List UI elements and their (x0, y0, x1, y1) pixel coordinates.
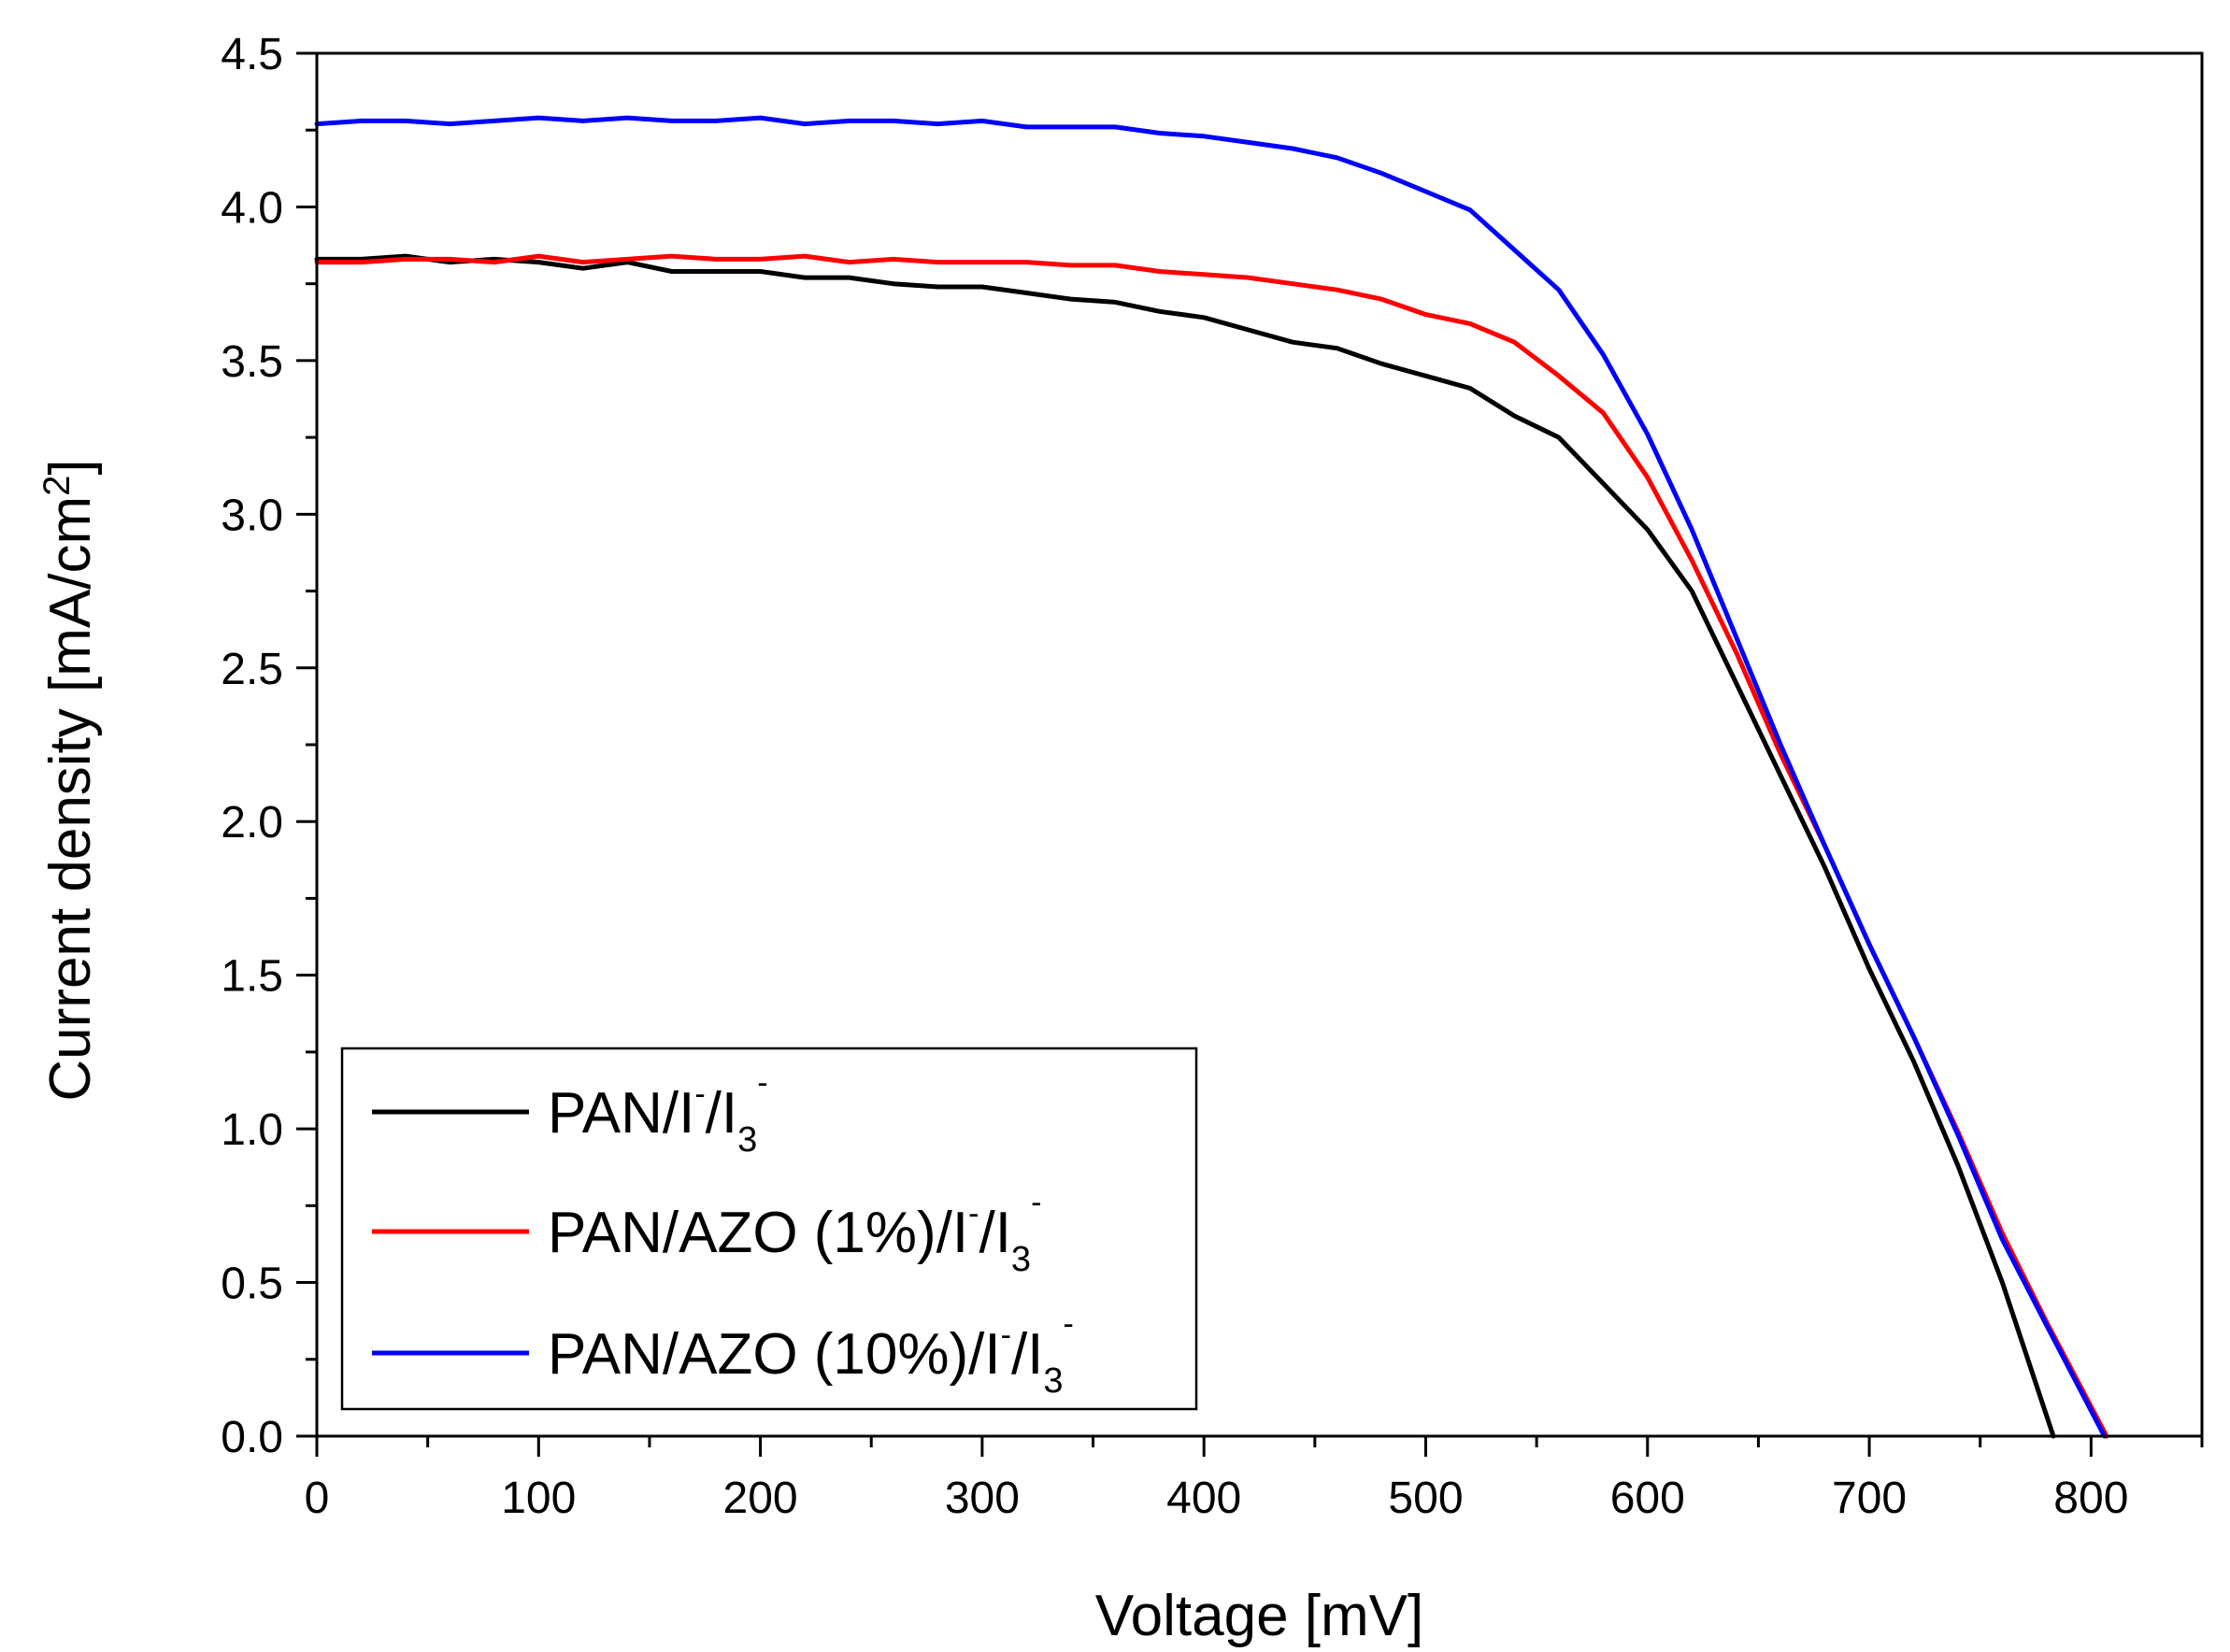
y-axis-title-superscript: 2 (36, 476, 78, 496)
x-tick-label: 0 (305, 1474, 330, 1523)
legend-label: PAN/I-/I3- (548, 1065, 768, 1160)
y-tick-label: 3.5 (221, 337, 283, 387)
y-tick-label: 1.5 (221, 952, 283, 1002)
y-tick-label: 1.0 (221, 1105, 283, 1155)
y-axis-title-main: Current density [mA/cm (38, 496, 103, 1102)
series-lines (314, 115, 2109, 1439)
series-line-1 (314, 253, 2056, 1439)
plot-frame (315, 51, 2204, 1438)
y-tick-label: 0.0 (221, 1413, 283, 1462)
x-tick-label: 500 (1388, 1474, 1463, 1523)
y-tick-label: 0.5 (221, 1260, 283, 1309)
y-tick-labels: 0.0 0.5 1.0 1.5 2.0 2.5 3.0 3.5 4.0 4.5 (221, 30, 283, 1462)
y-axis-title-tail: ] (38, 459, 103, 475)
legend-items: PAN/I-/I3- PAN/AZO (1%)/I-/I3- PAN/AZO (10… (372, 1065, 1074, 1401)
y-tick-label: 3.0 (221, 491, 283, 540)
y-tick-label: 2.5 (221, 645, 283, 694)
y-tick-label: 4.5 (221, 30, 283, 79)
legend: PAN/I-/I3- PAN/AZO (1%)/I-/I3- PAN/AZO (10… (340, 1047, 1198, 1411)
series-line-3 (314, 115, 2108, 1439)
legend-item-2: PAN/AZO (1%)/I-/I3- (372, 1185, 1041, 1279)
x-tick-label: 800 (2053, 1474, 2128, 1523)
legend-item-1: PAN/I-/I3- (372, 1065, 768, 1160)
x-tick-label: 200 (723, 1474, 798, 1523)
x-tick-label: 600 (1610, 1474, 1685, 1523)
x-axis-title: Voltage [mV] (1095, 1584, 1424, 1648)
x-tick-label: 400 (1166, 1474, 1241, 1523)
legend-box (340, 1047, 1198, 1411)
axis-ticks (296, 51, 2204, 1457)
x-tick-label: 100 (501, 1474, 576, 1523)
x-tick-label: 700 (1832, 1474, 1907, 1523)
y-axis-title: Current density [mA/cm2] (36, 459, 103, 1101)
x-tick-labels: 0 100 200 300 400 500 600 700 800 (305, 1474, 2129, 1523)
legend-label: PAN/AZO (10%)/I-/I3- (548, 1306, 1074, 1401)
series-line-2 (314, 253, 2109, 1439)
y-tick-label: 2.0 (221, 798, 283, 847)
legend-label: PAN/AZO (1%)/I-/I3- (548, 1185, 1041, 1279)
legend-item-3: PAN/AZO (10%)/I-/I3- (372, 1306, 1074, 1401)
x-tick-label: 300 (945, 1474, 1020, 1523)
y-tick-label: 4.0 (221, 183, 283, 233)
